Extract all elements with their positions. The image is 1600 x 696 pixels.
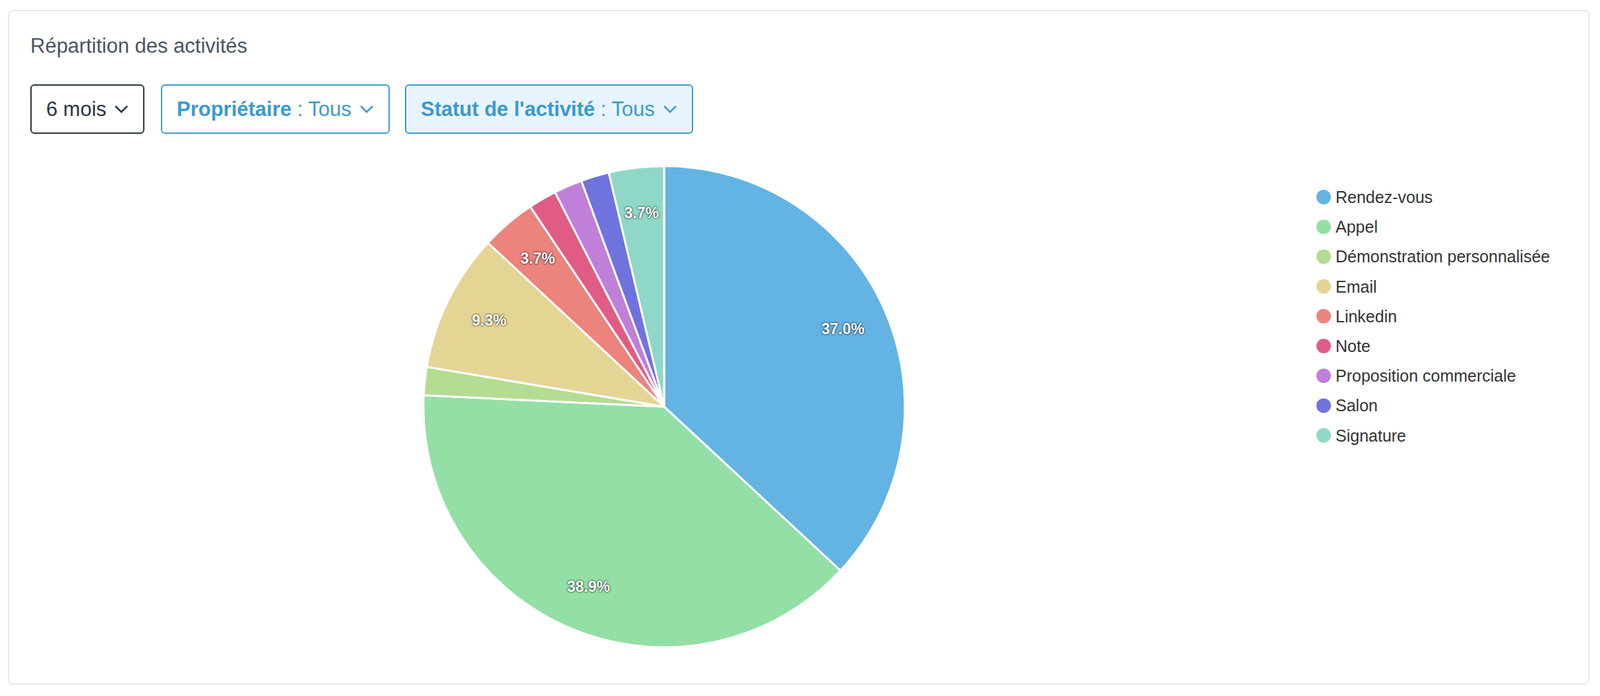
spacer <box>291 97 298 122</box>
legend-swatch <box>1316 428 1331 444</box>
legend-swatch <box>1316 309 1331 324</box>
legend-label: Appel <box>1335 217 1378 237</box>
legend-label: Démonstration personnalisée <box>1335 247 1550 266</box>
legend-item[interactable]: Signature <box>1316 426 1407 446</box>
legend-item[interactable]: Linkedin <box>1316 307 1397 326</box>
data-label: 3.7% <box>624 204 659 222</box>
legend-swatch <box>1316 249 1331 264</box>
pie <box>423 166 905 648</box>
legend-item[interactable]: Rendez-vous <box>1316 187 1433 207</box>
legend-item[interactable]: Appel <box>1316 217 1378 237</box>
spacer <box>594 97 601 122</box>
legend-item[interactable]: Email <box>1316 277 1378 297</box>
chevron-path <box>664 106 677 113</box>
legend-label: Rendez-vous <box>1335 187 1433 207</box>
filter-button[interactable]: Propriétaire : Tous <box>160 84 390 134</box>
legend-swatch <box>1316 398 1331 413</box>
legend-label: Salon <box>1335 396 1378 415</box>
legend-label: Proposition commerciale <box>1335 366 1517 386</box>
legend-swatch <box>1316 279 1331 295</box>
legend-swatch <box>1316 219 1331 235</box>
filter-button[interactable]: 6 mois <box>30 84 145 134</box>
data-label: 9.3% <box>472 311 507 330</box>
chevron <box>114 104 129 115</box>
pie-slice[interactable] <box>423 395 841 648</box>
filter-name: Propriétaire <box>176 97 292 122</box>
filter-value: : Tous <box>297 97 352 122</box>
chevron <box>662 104 678 115</box>
pie-slice[interactable] <box>608 166 665 407</box>
legend-swatch <box>1316 338 1331 354</box>
filter-value: : Tous <box>600 97 655 122</box>
data-label: 37.0% <box>821 320 864 338</box>
legend-label: Email <box>1335 277 1378 297</box>
data-label: 38.9% <box>567 578 611 596</box>
chevron <box>359 104 374 115</box>
chevron-path <box>115 106 128 113</box>
legend-swatch <box>1316 189 1331 205</box>
legend: Rendez-vous Appel Démonstration personnali… <box>1316 187 1550 446</box>
data-label: 3.7% <box>520 249 555 268</box>
filter-value: 6 mois <box>46 97 107 122</box>
legend-item[interactable]: Proposition commerciale <box>1316 366 1517 386</box>
data-labels: 37.0% 38.9% 9.3% 3.7% 3.7% <box>472 204 865 595</box>
legend-label: Linkedin <box>1335 307 1397 326</box>
legend-item[interactable]: Démonstration personnalisée <box>1316 247 1550 266</box>
chevron-path <box>360 106 373 113</box>
legend-item[interactable]: Note <box>1316 337 1371 356</box>
legend-swatch <box>1316 368 1331 384</box>
filter-button[interactable]: Statut de l'activité : Tous <box>404 84 694 134</box>
chart-title: Répartition des activités <box>30 34 248 59</box>
legend-label: Note <box>1335 337 1371 356</box>
filter-name: Statut de l'activité <box>420 97 595 122</box>
legend-label: Signature <box>1335 426 1407 446</box>
legend-item[interactable]: Salon <box>1316 396 1378 415</box>
